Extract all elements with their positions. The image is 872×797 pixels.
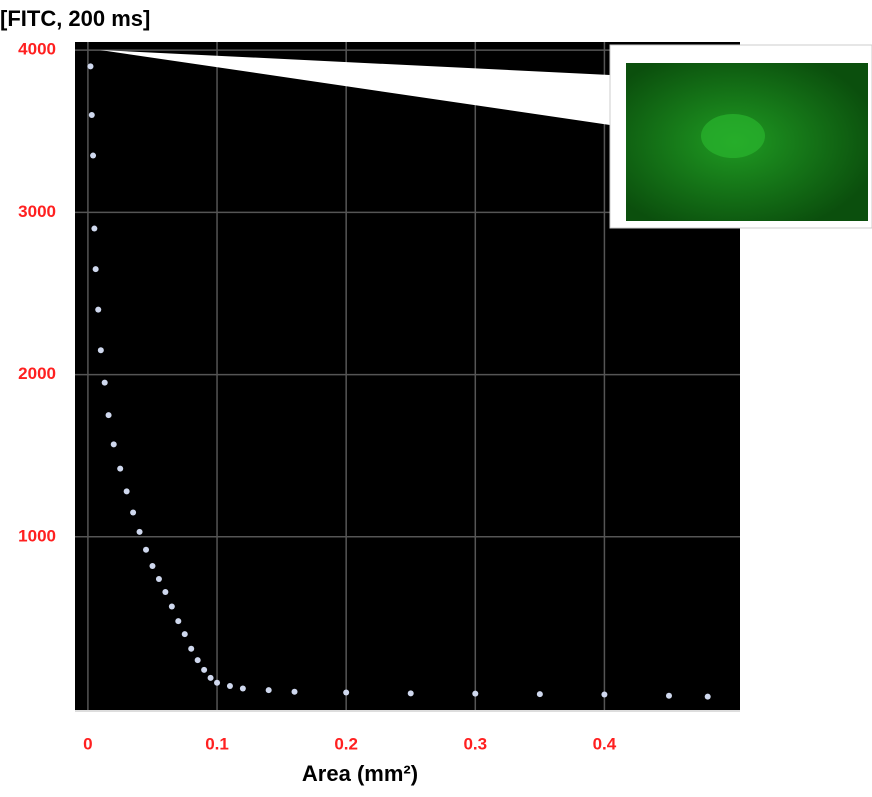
point bbox=[88, 112, 95, 119]
point bbox=[239, 685, 246, 692]
x-axis-label: Area (mm²) bbox=[302, 761, 418, 786]
point bbox=[117, 465, 124, 472]
point bbox=[665, 692, 672, 699]
x-tick-label: 0.1 bbox=[205, 734, 229, 753]
point bbox=[536, 691, 543, 698]
inset-cell bbox=[701, 114, 765, 158]
point bbox=[601, 691, 608, 698]
point bbox=[101, 379, 108, 386]
point bbox=[175, 618, 182, 625]
x-tick-label: 0.4 bbox=[593, 734, 617, 753]
point bbox=[162, 588, 169, 595]
point bbox=[149, 562, 156, 569]
point bbox=[472, 690, 479, 697]
y-tick-label: 4000 bbox=[18, 40, 56, 59]
x-tick-label: 0 bbox=[83, 734, 92, 753]
x-tick-label: 0.2 bbox=[334, 734, 358, 753]
point bbox=[105, 412, 112, 419]
point bbox=[95, 306, 102, 313]
point bbox=[92, 266, 99, 273]
point bbox=[226, 683, 233, 690]
point bbox=[181, 631, 188, 638]
chart-title: [FITC, 200 ms] bbox=[0, 6, 150, 31]
point bbox=[214, 679, 221, 686]
point bbox=[265, 687, 272, 694]
point bbox=[87, 63, 94, 70]
marks bbox=[75, 42, 740, 712]
point bbox=[291, 688, 298, 695]
point bbox=[704, 693, 711, 700]
point bbox=[143, 546, 150, 553]
point bbox=[155, 575, 162, 582]
point bbox=[91, 225, 98, 232]
point bbox=[407, 690, 414, 697]
y-tick-label: 3000 bbox=[18, 202, 56, 221]
point bbox=[201, 666, 208, 673]
point bbox=[110, 441, 117, 448]
point bbox=[97, 347, 104, 354]
point bbox=[207, 674, 214, 681]
point bbox=[194, 657, 201, 664]
point bbox=[130, 509, 137, 516]
point bbox=[90, 152, 97, 159]
point bbox=[168, 603, 175, 610]
x-tick-label: 0.3 bbox=[463, 734, 487, 753]
point bbox=[123, 488, 130, 495]
point bbox=[136, 528, 143, 535]
callout bbox=[100, 50, 610, 125]
point bbox=[188, 645, 195, 652]
y-tick-label: 2000 bbox=[18, 364, 56, 383]
y-tick-label: 1000 bbox=[18, 526, 56, 545]
point bbox=[343, 689, 350, 696]
